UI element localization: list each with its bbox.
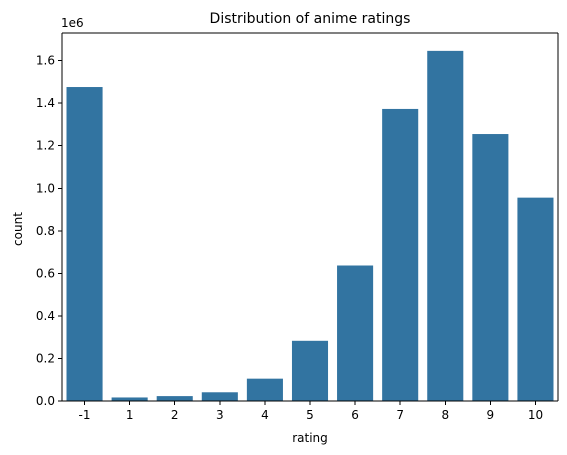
y-tick-label: 0.2	[36, 351, 55, 365]
bar-8	[427, 50, 464, 401]
bar-9	[472, 134, 509, 401]
x-tick-label: 6	[351, 408, 359, 422]
y-tick-label: 0.0	[36, 394, 55, 408]
x-tick-label: 4	[261, 408, 269, 422]
y-tick-label: 0.6	[36, 266, 55, 280]
x-tick-label: 10	[528, 408, 543, 422]
y-tick-label: 1.0	[36, 181, 55, 195]
bar-6	[337, 265, 374, 401]
y-tick-label: 1.4	[36, 96, 55, 110]
x-tick-label: 8	[441, 408, 449, 422]
bars	[66, 50, 554, 402]
y-tick-label: 1.2	[36, 139, 55, 153]
bar-1	[111, 397, 148, 401]
bar-5	[291, 340, 329, 401]
x-tick-label: 9	[487, 408, 495, 422]
y-axis-ticks: 0.0 0.2 0.4 0.6 0.8 1.0 1.2 1.4 1.6	[36, 54, 62, 408]
y-axis-label: count	[11, 212, 25, 246]
x-tick-label: 1	[126, 408, 134, 422]
x-tick-label: -1	[79, 408, 91, 422]
bar-10	[517, 197, 554, 401]
chart-title: Distribution of anime ratings	[210, 11, 411, 27]
y-tick-label: 0.4	[36, 309, 55, 323]
y-tick-label: 1.6	[36, 54, 55, 68]
y-tick-label: 0.8	[36, 224, 55, 238]
bar-4	[246, 378, 283, 401]
x-tick-label: 2	[171, 408, 179, 422]
bar-3	[201, 392, 238, 401]
x-tick-label: 5	[306, 408, 314, 422]
bar--1	[66, 87, 103, 401]
x-axis-ticks: -1 1 2 3 4 5 6 7 8 9 10	[79, 401, 543, 422]
axes-frame	[61, 32, 559, 402]
x-tick-label: 3	[216, 408, 224, 422]
x-axis-label: rating	[292, 431, 328, 445]
bar-7	[382, 108, 419, 402]
bar-2	[156, 396, 193, 401]
x-tick-label: 7	[396, 408, 404, 422]
y-axis-offset-label: 1e6	[61, 16, 84, 30]
